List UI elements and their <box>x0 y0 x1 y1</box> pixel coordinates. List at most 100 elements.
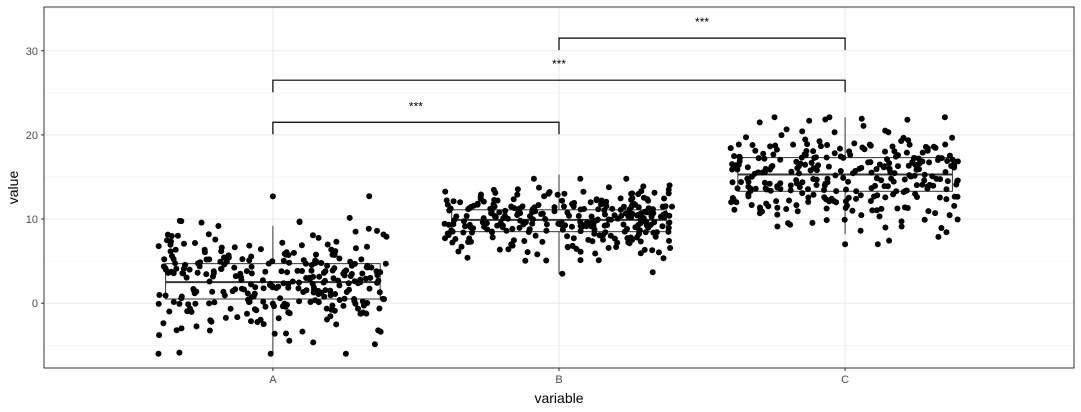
data-point <box>924 145 931 152</box>
data-point <box>333 321 340 328</box>
data-point <box>951 202 958 209</box>
data-point <box>799 128 806 135</box>
data-point <box>203 271 210 278</box>
data-point <box>935 233 942 240</box>
data-point <box>903 149 910 156</box>
data-point <box>290 249 297 256</box>
box-outlier <box>842 241 849 248</box>
data-point <box>587 199 594 206</box>
data-point <box>316 273 323 280</box>
data-point <box>642 208 649 215</box>
data-point <box>210 270 217 277</box>
data-point <box>661 195 668 202</box>
data-point <box>168 268 175 275</box>
data-point <box>857 192 864 199</box>
data-point <box>655 249 662 256</box>
data-point <box>366 285 373 292</box>
data-point <box>736 153 743 160</box>
data-point <box>352 228 359 235</box>
data-point <box>594 216 601 223</box>
data-point <box>532 208 539 215</box>
data-point <box>735 161 742 168</box>
y-tick-label: 10 <box>26 214 38 226</box>
data-point <box>367 274 374 281</box>
data-point <box>810 148 817 155</box>
data-point <box>185 301 192 308</box>
data-point <box>277 295 284 302</box>
data-point <box>778 132 785 139</box>
significance-label: *** <box>409 99 423 113</box>
data-point <box>329 302 336 309</box>
data-point <box>310 273 317 280</box>
data-point <box>811 154 818 161</box>
data-point <box>503 227 510 234</box>
data-point <box>269 300 276 307</box>
data-point <box>192 240 198 246</box>
data-point <box>898 138 905 144</box>
data-point <box>595 206 602 213</box>
data-point <box>375 327 382 334</box>
data-point <box>807 167 814 174</box>
data-point <box>244 310 250 317</box>
data-point <box>857 227 864 234</box>
data-point <box>930 182 937 189</box>
data-point <box>284 269 291 276</box>
data-point <box>286 259 293 266</box>
data-point <box>593 197 600 204</box>
data-point <box>566 212 572 219</box>
data-point <box>253 307 260 314</box>
data-point <box>644 196 651 203</box>
data-point <box>799 190 806 197</box>
data-point <box>919 181 926 188</box>
data-point <box>280 280 287 287</box>
data-point <box>568 223 575 230</box>
data-point <box>234 314 241 321</box>
data-point <box>194 269 201 276</box>
data-point <box>583 223 590 230</box>
data-point <box>623 175 630 182</box>
data-point <box>909 159 916 166</box>
data-point <box>783 206 790 212</box>
data-point <box>865 159 872 166</box>
data-point <box>460 229 467 236</box>
data-point <box>443 197 450 204</box>
data-point <box>376 289 383 296</box>
data-point <box>320 279 327 286</box>
data-point <box>898 218 905 225</box>
data-point <box>738 179 744 185</box>
data-point <box>749 142 756 148</box>
data-point <box>364 243 370 250</box>
data-point <box>346 214 353 221</box>
data-point <box>936 194 943 201</box>
data-point <box>310 289 317 296</box>
data-point <box>246 242 253 249</box>
data-point <box>192 300 199 307</box>
data-point <box>309 232 316 239</box>
data-point <box>174 232 181 239</box>
x-tick-label: C <box>841 374 849 386</box>
data-point <box>666 219 673 226</box>
data-point <box>441 220 448 227</box>
data-point <box>669 203 675 210</box>
data-point <box>559 226 566 233</box>
data-point <box>359 270 366 277</box>
data-point <box>882 194 889 201</box>
data-point <box>916 166 922 173</box>
data-point <box>853 195 859 202</box>
data-point <box>509 225 516 232</box>
data-point <box>191 290 198 297</box>
data-point <box>307 299 314 305</box>
data-point <box>891 148 898 155</box>
data-point <box>522 257 529 264</box>
data-point <box>302 260 309 267</box>
data-point <box>821 182 828 189</box>
data-point <box>496 209 503 216</box>
data-point <box>924 185 931 192</box>
data-point <box>283 249 290 256</box>
data-point <box>635 204 642 211</box>
data-point <box>222 314 229 321</box>
data-point <box>637 238 644 245</box>
data-point <box>942 141 949 148</box>
data-point <box>867 198 874 204</box>
